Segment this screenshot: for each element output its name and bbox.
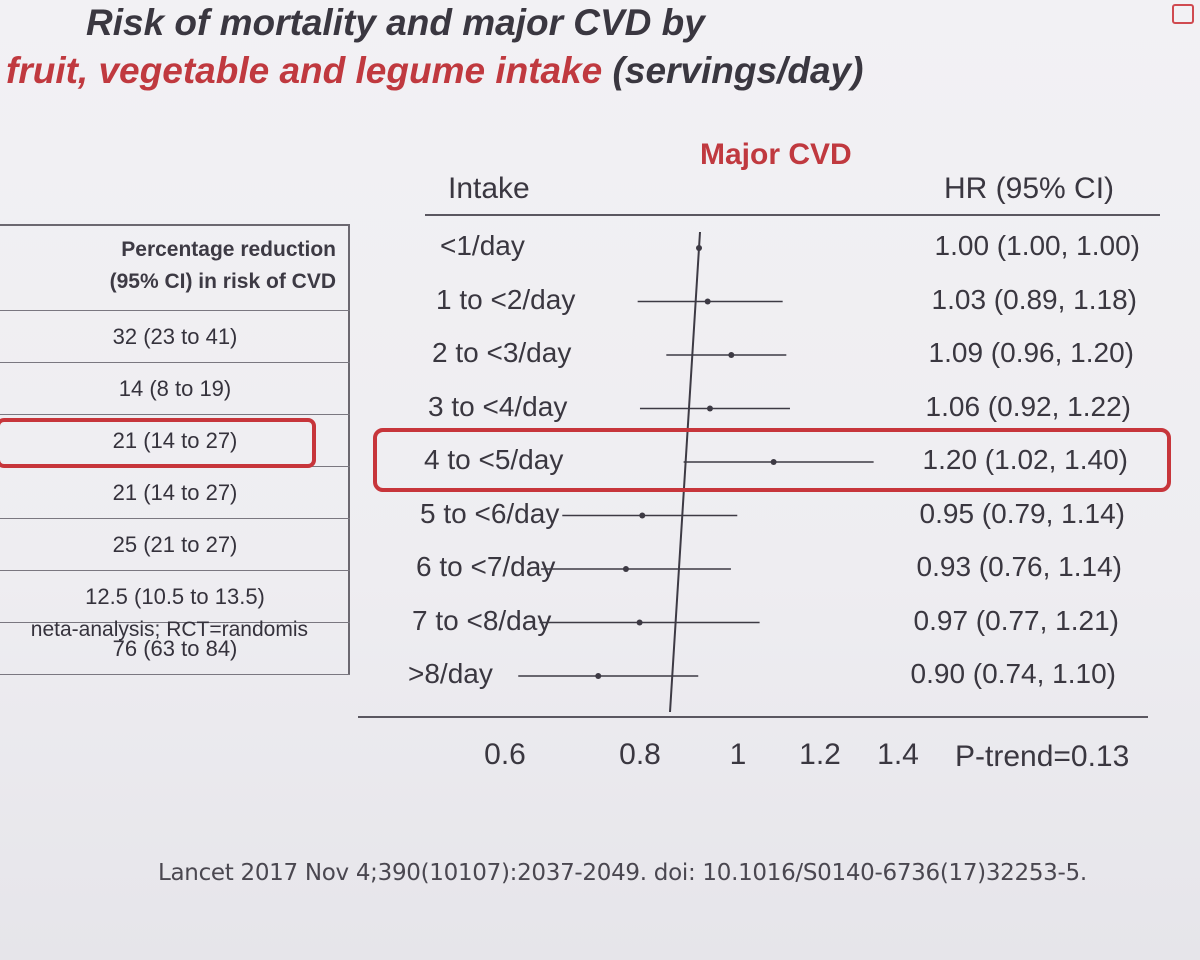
hr-point [696,245,702,251]
slide-title: Risk of mortality and major CVD by fruit… [0,0,1200,110]
intake-label: 7 to <8/day [412,604,552,636]
intake-label: <1/day [440,230,525,261]
hr-value: 0.93 (0.76, 1.14) [916,551,1122,582]
left-table-cell: 25 (21 to 27) [112,532,238,557]
hr-value: 1.00 (1.00, 1.00) [934,230,1140,261]
left-table-row: 14 (8 to 19) [0,362,350,414]
left-table-cell: 12.5 (10.5 to 13.5) [85,584,265,609]
left-table-row: 21 (14 to 27) [0,414,350,466]
left-table-highlight-box [0,418,316,468]
intake-label: 1 to <2/day [436,283,576,315]
intake-label: 2 to <3/day [432,337,572,368]
left-table-header-line-1: Percentage reduction [121,238,336,261]
corner-logo-icon [1172,4,1194,24]
intake-label: 3 to <4/day [428,390,568,422]
left-table-cell: 21 (14 to 27) [112,480,238,505]
left-table-cell: 21 (14 to 27) [112,428,238,453]
x-tick-label: 1 [729,738,747,771]
x-tick-label: 1.4 [877,738,919,771]
hr-value: 0.95 (0.79, 1.14) [919,497,1125,529]
header-divider [425,214,1160,216]
title-line-2: fruit, vegetable and legume intake (serv… [6,50,863,92]
hr-value: 0.97 (0.77, 1.21) [913,604,1119,636]
reference-line [669,231,701,713]
hr-value: 1.20 (1.02, 1.40) [922,444,1128,475]
citation: Lancet 2017 Nov 4;390(10107):2037-2049. … [158,860,1087,886]
hr-value: 0.90 (0.74, 1.10) [910,658,1116,689]
hr-point [622,566,629,572]
left-table-header-line-2: (95% CI) in risk of CVD [109,270,336,293]
x-tick-label: 0.6 [484,738,526,771]
left-table-note-row [0,674,350,874]
hr-column-header: HR (95% CI) [944,172,1115,205]
left-table-row: 32 (23 to 41) [0,310,350,362]
hr-point [704,298,711,305]
left-table-header: Percentage reduction (95% CI) in risk of… [0,234,336,298]
hr-value: 1.06 (0.92, 1.22) [925,390,1131,422]
left-table-row: 25 (21 to 27) [0,518,350,570]
hr-point [706,405,713,412]
highlighted-row-box [373,428,1171,492]
title-highlight: fruit, vegetable and legume intake [6,50,603,91]
intake-label: 6 to <7/day [416,551,556,582]
left-table-cell: 14 (8 to 19) [118,376,232,401]
intake-label: 4 to <5/day [424,444,564,475]
left-table-note: neta-analysis; RCT=randomis [30,618,308,641]
intake-label: 5 to <6/day [420,497,560,529]
hr-point [770,459,777,465]
x-tick-label: 0.8 [619,738,661,771]
x-tick-label: 1.2 [799,738,841,771]
left-table-cell: 32 (23 to 41) [112,324,238,349]
bottom-axis-line [358,716,1148,718]
left-table-row: 76 (63 to 84) [0,622,350,674]
hr-point [639,512,646,519]
forest-panel-title: Major CVD [700,138,852,171]
title-line-1: Risk of mortality and major CVD by [86,2,705,43]
intake-column-header: Intake [448,172,530,205]
hr-value: 1.09 (0.96, 1.20) [928,337,1134,368]
hr-value: 1.03 (0.89, 1.18) [931,283,1137,315]
hr-point [636,619,643,626]
left-table-row: 12.5 (10.5 to 13.5) [0,570,350,622]
title-units: (servings/day) [602,50,864,91]
hr-point [595,673,602,679]
left-table-cell: 76 (63 to 84) [112,636,238,661]
hr-point [728,352,735,358]
intake-label: >8/day [408,658,493,689]
p-trend-label: P-trend=0.13 [955,740,1130,773]
